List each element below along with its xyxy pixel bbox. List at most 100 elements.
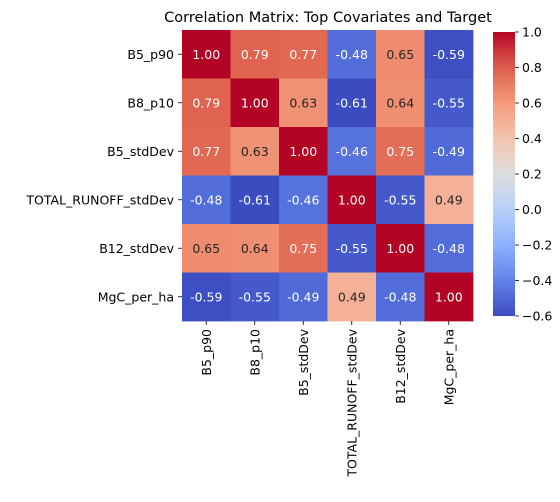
cell-value-label: -0.55 bbox=[433, 95, 465, 110]
heatmap-cell bbox=[327, 175, 377, 225]
column-label: B8_p10 bbox=[247, 329, 262, 376]
heatmap-cell bbox=[424, 272, 474, 322]
colorbar: 1.0 0.8 0.6 0.4 0.2 0.0 −0.2 −0.4 −0.6 bbox=[493, 25, 552, 324]
cell-value-label: -0.48 bbox=[384, 289, 416, 304]
heatmap-cell bbox=[376, 78, 425, 128]
colorbar-tick-label: 0.0 bbox=[522, 202, 542, 217]
heatmap-cell bbox=[424, 78, 474, 128]
heatmap-cell bbox=[230, 78, 280, 128]
cell-value-label: -0.55 bbox=[336, 241, 368, 256]
heatmap-cell bbox=[327, 30, 377, 79]
cell-value-label: 0.63 bbox=[289, 95, 317, 110]
colorbar-tick-label: −0.4 bbox=[522, 273, 552, 288]
heatmap-cells: 1.00 0.79 0.77 -0.48 0.65 -0.59 0.79 1.00 0.63 -0… bbox=[182, 30, 474, 322]
colorbar-tick-label: 0.2 bbox=[522, 167, 542, 182]
row-label: B12_stdDev bbox=[99, 241, 174, 256]
heatmap-cell bbox=[327, 127, 377, 176]
cell-value-label: -0.49 bbox=[287, 289, 319, 304]
heatmap-cell bbox=[230, 30, 280, 79]
colorbar-tick-label: 0.6 bbox=[522, 96, 542, 111]
heatmap-cell bbox=[230, 224, 280, 273]
heatmap-cell bbox=[424, 224, 474, 273]
cell-value-label: 0.79 bbox=[241, 47, 269, 62]
cell-value-label: -0.55 bbox=[384, 192, 416, 207]
row-label: B5_p90 bbox=[127, 47, 174, 62]
heatmap-cell bbox=[279, 272, 328, 322]
cell-value-label: 0.63 bbox=[241, 144, 269, 159]
cell-value-label: 1.00 bbox=[435, 289, 463, 304]
heatmap-cell bbox=[230, 127, 280, 176]
cell-value-label: 0.75 bbox=[289, 241, 317, 256]
heatmap-cell bbox=[376, 175, 425, 225]
row-label: TOTAL_RUNOFF_stdDev bbox=[25, 192, 174, 207]
column-label: B5_p90 bbox=[199, 329, 214, 376]
heatmap-cell bbox=[182, 175, 231, 225]
cell-value-label: 1.00 bbox=[192, 47, 220, 62]
column-labels: B5_p90 B8_p10 B5_stdDev TOTAL_RUNOFF_stdDev… bbox=[199, 321, 456, 478]
cell-value-label: 1.00 bbox=[386, 241, 414, 256]
heatmap-cell bbox=[424, 127, 474, 176]
cell-value-label: -0.48 bbox=[190, 192, 222, 207]
cell-value-label: -0.59 bbox=[433, 47, 465, 62]
colorbar-tick-label: −0.2 bbox=[522, 238, 552, 253]
cell-value-label: 0.77 bbox=[289, 47, 317, 62]
row-label: B5_stdDev bbox=[107, 144, 174, 159]
row-labels: B5_p90 B8_p10 B5_stdDev TOTAL_RUNOFF_stdDev… bbox=[25, 47, 182, 304]
cell-value-label: 0.65 bbox=[192, 241, 220, 256]
heatmap-cell bbox=[376, 30, 425, 79]
cell-value-label: -0.49 bbox=[433, 144, 465, 159]
column-label: B12_stdDev bbox=[393, 328, 408, 403]
heatmap-cell bbox=[327, 78, 377, 128]
cell-value-label: 0.64 bbox=[386, 95, 414, 110]
row-label: B8_p10 bbox=[127, 95, 174, 110]
cell-value-label: 0.49 bbox=[435, 192, 463, 207]
colorbar-tick-label: 1.0 bbox=[522, 25, 542, 40]
cell-value-label: -0.61 bbox=[239, 192, 271, 207]
heatmap-cell bbox=[424, 30, 474, 79]
heatmap-cell bbox=[182, 272, 231, 322]
chart-title: Correlation Matrix: Top Covariates and T… bbox=[164, 10, 492, 26]
heatmap-cell bbox=[424, 175, 474, 225]
colorbar-gradient bbox=[493, 32, 515, 316]
heatmap-cell bbox=[376, 272, 425, 322]
heatmap-cell bbox=[182, 30, 231, 79]
heatmap-cell bbox=[376, 224, 425, 273]
cell-value-label: 0.79 bbox=[192, 95, 220, 110]
heatmap-cell bbox=[279, 224, 328, 273]
heatmap-cell bbox=[279, 127, 328, 176]
row-label: MgC_per_ha bbox=[98, 289, 174, 304]
cell-value-label: -0.46 bbox=[287, 192, 319, 207]
heatmap-cell bbox=[376, 127, 425, 176]
heatmap-cell bbox=[327, 272, 377, 322]
cell-value-label: -0.55 bbox=[239, 289, 271, 304]
cell-value-label: -0.61 bbox=[336, 95, 368, 110]
column-label: B5_stdDev bbox=[296, 328, 311, 395]
colorbar-tick-label: 0.4 bbox=[522, 131, 542, 146]
heatmap-cell bbox=[182, 224, 231, 273]
heatmap-cell bbox=[182, 78, 231, 128]
cell-value-label: 0.65 bbox=[386, 47, 414, 62]
cell-value-label: -0.48 bbox=[336, 47, 368, 62]
cell-value-label: 0.75 bbox=[386, 144, 414, 159]
column-label: MgC_per_ha bbox=[441, 329, 456, 405]
heatmap-cell bbox=[230, 272, 280, 322]
cell-value-label: 0.49 bbox=[338, 289, 366, 304]
cell-value-label: 0.77 bbox=[192, 144, 220, 159]
heatmap-cell bbox=[230, 175, 280, 225]
cell-value-label: 1.00 bbox=[241, 95, 269, 110]
heatmap-cell bbox=[327, 224, 377, 273]
heatmap-cell bbox=[279, 78, 328, 128]
colorbar-tick-label: 0.8 bbox=[522, 60, 542, 75]
cell-value-label: -0.48 bbox=[433, 241, 465, 256]
cell-value-label: -0.59 bbox=[190, 289, 222, 304]
cell-value-label: 0.64 bbox=[241, 241, 269, 256]
heatmap-cell bbox=[279, 30, 328, 79]
heatmap-cell bbox=[279, 175, 328, 225]
column-label: TOTAL_RUNOFF_stdDev bbox=[344, 328, 359, 477]
cell-value-label: -0.46 bbox=[336, 144, 368, 159]
cell-value-label: 1.00 bbox=[338, 192, 366, 207]
colorbar-tick-label: −0.6 bbox=[522, 309, 552, 324]
cell-value-label: 1.00 bbox=[289, 144, 317, 159]
heatmap-cell bbox=[182, 127, 231, 176]
